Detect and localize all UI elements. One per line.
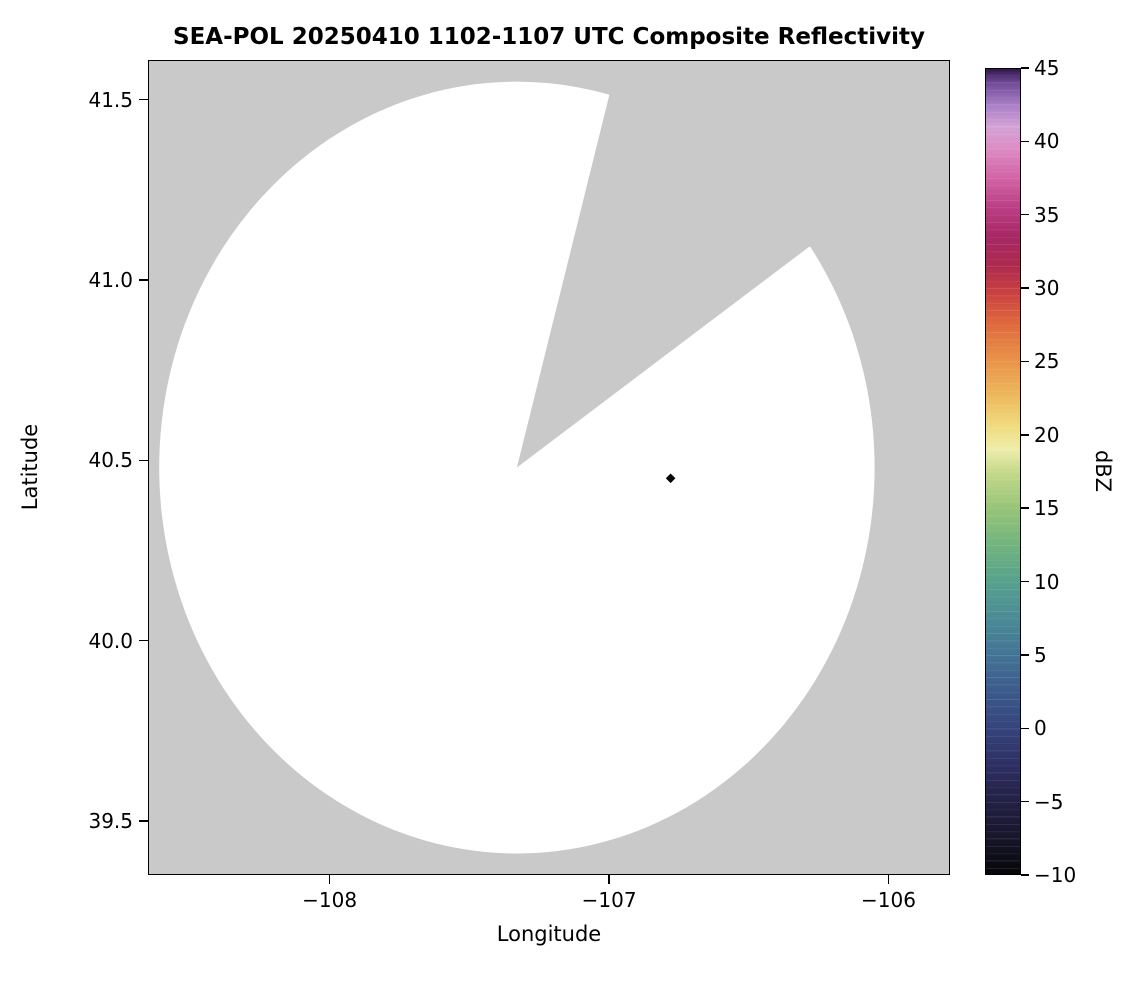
colorbar-tick-mark bbox=[1021, 580, 1029, 583]
colorbar-tick-mark bbox=[1021, 213, 1029, 216]
colorbar-tick-label: 45 bbox=[1034, 56, 1060, 80]
x-tick-label: −108 bbox=[302, 888, 358, 912]
x-axis-label: Longitude bbox=[496, 922, 602, 946]
colorbar-tick-label: 25 bbox=[1034, 349, 1060, 374]
colorbar-tick-label: 0 bbox=[1034, 716, 1047, 741]
colorbar-tick-mark bbox=[1021, 727, 1029, 730]
y-tick-label: 41.0 bbox=[88, 267, 133, 292]
radar-coverage-disk bbox=[159, 81, 875, 854]
y-tick-mark bbox=[139, 98, 148, 101]
x-tick-mark bbox=[887, 875, 890, 884]
x-tick-label: −106 bbox=[861, 888, 916, 912]
colorbar-tick-mark bbox=[1021, 434, 1029, 436]
colorbar-label: dBZ bbox=[1091, 449, 1115, 493]
x-tick-mark bbox=[328, 875, 331, 884]
echo-marker bbox=[665, 473, 676, 484]
y-tick-label: 39.5 bbox=[88, 808, 133, 833]
y-tick-label: 40.0 bbox=[88, 628, 133, 653]
colorbar-tick-label: −10 bbox=[1034, 863, 1077, 887]
colorbar-tick-label: 15 bbox=[1034, 496, 1060, 521]
colorbar-tick-mark bbox=[1021, 507, 1029, 509]
colorbar-discrete-steps bbox=[985, 68, 1021, 875]
colorbar-tick-label: −5 bbox=[1034, 789, 1064, 814]
colorbar-gradient bbox=[985, 68, 1021, 875]
y-tick-mark bbox=[139, 820, 148, 822]
y-tick-label: 41.5 bbox=[88, 87, 133, 112]
colorbar-tick-mark bbox=[1021, 800, 1029, 803]
colorbar-tick-mark bbox=[1021, 874, 1029, 876]
x-tick-label: −107 bbox=[581, 888, 637, 912]
y-axis-label: Latitude bbox=[18, 423, 42, 511]
y-tick-mark bbox=[139, 459, 148, 462]
plot-area bbox=[148, 60, 950, 875]
colorbar-tick-mark bbox=[1021, 654, 1029, 656]
colorbar-tick-mark bbox=[1021, 287, 1029, 289]
colorbar-tick-label: 40 bbox=[1034, 129, 1060, 154]
colorbar-tick-label: 30 bbox=[1034, 276, 1060, 301]
colorbar-tick-label: 10 bbox=[1034, 569, 1060, 594]
colorbar-tick-mark bbox=[1021, 140, 1029, 143]
colorbar-tick-label: 35 bbox=[1034, 202, 1060, 227]
colorbar-tick-label: 20 bbox=[1034, 422, 1060, 447]
colorbar bbox=[985, 68, 1021, 875]
y-tick-label: 40.5 bbox=[88, 448, 133, 473]
chart-title: SEA-POL 20250410 1102-1107 UTC Composite… bbox=[173, 24, 925, 50]
y-tick-mark bbox=[139, 279, 148, 281]
colorbar-tick-mark bbox=[1021, 360, 1029, 363]
y-tick-mark bbox=[139, 639, 148, 642]
colorbar-tick-label: 5 bbox=[1034, 642, 1047, 667]
radar-field-svg bbox=[148, 60, 950, 875]
x-tick-mark bbox=[608, 875, 610, 884]
colorbar-tick-mark bbox=[1021, 67, 1029, 69]
